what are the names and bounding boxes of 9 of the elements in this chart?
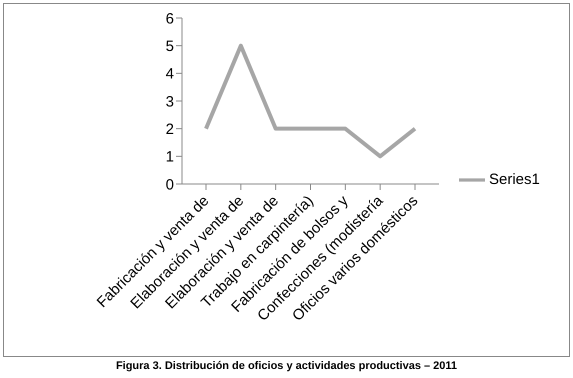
y-tick-label: 4 (166, 66, 174, 83)
y-tick-label: 5 (166, 38, 174, 55)
y-tick-label: 0 (166, 176, 174, 194)
y-tick-label: 2 (166, 120, 174, 138)
y-tick-label: 1 (166, 148, 174, 166)
text: Figura 3. Distribución de oficios y actividades productivas – 2011 (114, 360, 458, 372)
legend-label: Series1 (489, 170, 540, 188)
y-tick-label: 6 (166, 10, 174, 28)
y-tick-label: 3 (166, 93, 174, 110)
